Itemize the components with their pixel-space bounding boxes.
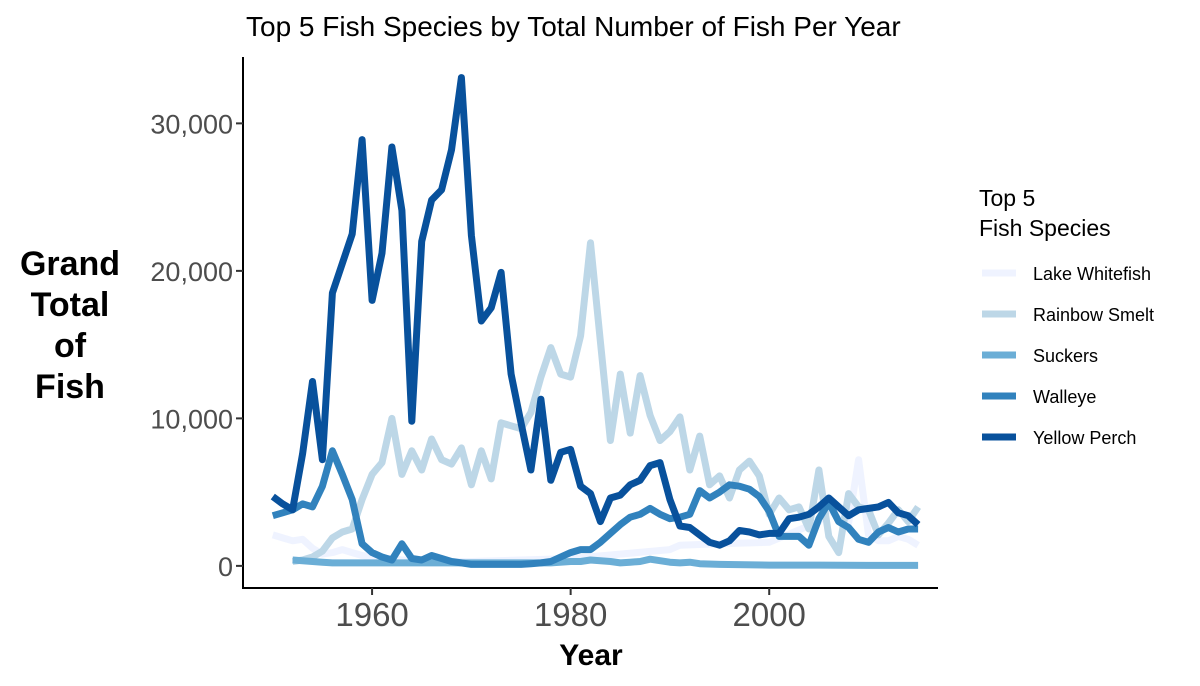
legend-label-suckers: Suckers bbox=[1033, 346, 1098, 366]
x-tick-label: 1980 bbox=[534, 596, 607, 633]
legend-label-rainbow-smelt: Rainbow Smelt bbox=[1033, 305, 1154, 325]
legend-items: Lake Whitefish Rainbow Smelt Suckers Walley… bbox=[982, 264, 1154, 448]
legend-title-line: Fish Species bbox=[979, 215, 1111, 241]
y-axis-title-line: Grand bbox=[20, 245, 120, 283]
series-line-rainbow-smelt bbox=[292, 239, 922, 565]
series-line-suckers bbox=[292, 555, 919, 569]
y-axis-title-line: Fish bbox=[35, 368, 105, 406]
y-tick-label: 0 bbox=[218, 552, 233, 582]
legend-title-line: Top 5 bbox=[979, 185, 1035, 211]
plot-panel: 0 10,000 20,000 30,000 1960 1980 2000 bbox=[150, 57, 938, 633]
x-axis-ticks: 1960 1980 2000 bbox=[335, 588, 806, 633]
y-tick-label: 10,000 bbox=[150, 404, 233, 434]
legend-label-walleye: Walleye bbox=[1033, 387, 1096, 407]
x-axis-title: Year bbox=[559, 639, 623, 672]
legend-label-lake-whitefish: Lake Whitefish bbox=[1033, 264, 1151, 284]
x-tick-label: 2000 bbox=[733, 596, 806, 633]
y-tick-label: 20,000 bbox=[150, 257, 233, 287]
series-line-yellow-perch bbox=[270, 74, 921, 549]
legend: Top 5 Fish Species Lake Whitefish Rainbow… bbox=[979, 185, 1154, 448]
chart-title: Top 5 Fish Species by Total Number of Fi… bbox=[246, 11, 901, 42]
y-axis-ticks: 0 10,000 20,000 30,000 bbox=[150, 109, 243, 582]
y-tick-label: 30,000 bbox=[150, 109, 233, 139]
legend-label-yellow-perch: Yellow Perch bbox=[1033, 428, 1136, 448]
y-axis-title-line: Total bbox=[31, 286, 110, 324]
y-axis-title: Grand Total of Fish bbox=[20, 245, 120, 406]
y-axis-title-line: of bbox=[54, 327, 87, 365]
series-line-walleye bbox=[271, 447, 919, 568]
x-tick-label: 1960 bbox=[335, 596, 408, 633]
series-lines bbox=[270, 74, 922, 569]
